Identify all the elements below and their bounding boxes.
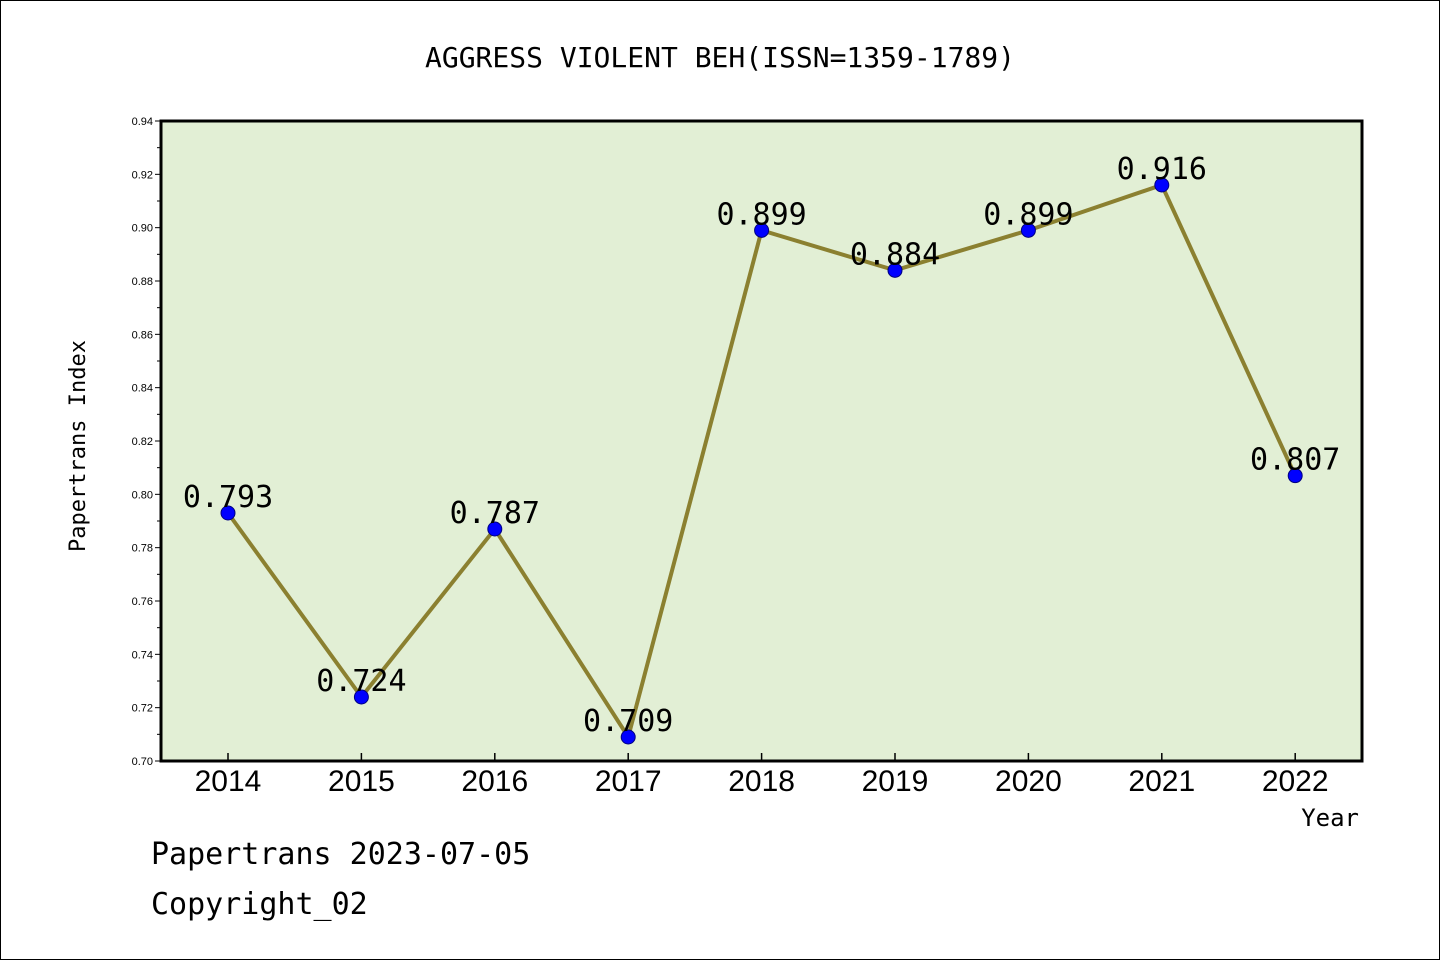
x-tick-label: 2020: [995, 765, 1062, 798]
data-point: [1287, 468, 1303, 484]
x-tick-label: 2019: [862, 765, 929, 798]
data-label: 0.916: [1117, 152, 1207, 187]
data-point: [487, 521, 503, 537]
data-points: [220, 177, 1303, 745]
data-labels: 0.793 0.724 0.787 0.709 0.899 0.884 0.899 0.916…: [183, 152, 1341, 739]
x-tick-label: 2016: [461, 765, 528, 798]
data-point: [620, 729, 636, 745]
y-tick-label: 0.82: [132, 436, 153, 448]
y-tick-label: 0.70: [132, 756, 153, 768]
data-label: 0.807: [1250, 443, 1340, 478]
chart-title: AGGRESS VIOLENT BEH(ISSN=1359-1789): [425, 41, 1015, 74]
data-point: [1020, 222, 1036, 238]
data-label: 0.793: [183, 480, 273, 515]
y-tick-label: 0.74: [132, 649, 153, 661]
data-label: 0.899: [716, 197, 806, 232]
x-tick-label: 2015: [328, 765, 395, 798]
footer-date: Papertrans 2023-07-05: [151, 837, 531, 872]
data-label: 0.787: [450, 496, 540, 531]
data-label: 0.899: [983, 197, 1073, 232]
footer-copyright: Copyright_02: [151, 887, 368, 922]
x-tick-label: 2014: [195, 765, 262, 798]
plot-border: [159, 119, 1364, 763]
y-tick-label: 0.76: [132, 596, 153, 608]
data-point: [887, 262, 903, 278]
data-point: [754, 222, 770, 238]
x-tick-label: 2022: [1262, 765, 1329, 798]
y-tick-label: 0.86: [132, 329, 153, 341]
x-tick-label: 2018: [728, 765, 795, 798]
x-axis-label: Year: [1301, 804, 1359, 832]
y-tick-label: 0.92: [132, 169, 153, 181]
data-point: [220, 505, 236, 521]
y-axis: 0.70 0.72 0.74 0.76 0.78 0.80 0.82 0.84 0.86 0.88…: [132, 116, 161, 768]
x-tick-label: 2017: [595, 765, 662, 798]
x-axis: 2014 2015 2016 2017 2018 2019 2020 2021 2022: [195, 753, 1329, 798]
data-point: [353, 689, 369, 705]
y-tick-label: 0.78: [132, 543, 153, 555]
y-tick-label: 0.94: [132, 116, 153, 128]
y-tick-label: 0.72: [132, 703, 153, 715]
data-point: [1154, 177, 1170, 193]
y-axis-label: Papertrans Index: [66, 340, 91, 552]
y-tick-label: 0.90: [132, 223, 153, 235]
data-label: 0.709: [583, 704, 673, 739]
data-label: 0.884: [850, 237, 940, 272]
data-label: 0.724: [316, 664, 406, 699]
y-tick-label: 0.88: [132, 276, 153, 288]
y-tick-label: 0.80: [132, 489, 153, 501]
y-tick-label: 0.84: [132, 383, 153, 395]
x-tick-label: 2021: [1128, 765, 1195, 798]
